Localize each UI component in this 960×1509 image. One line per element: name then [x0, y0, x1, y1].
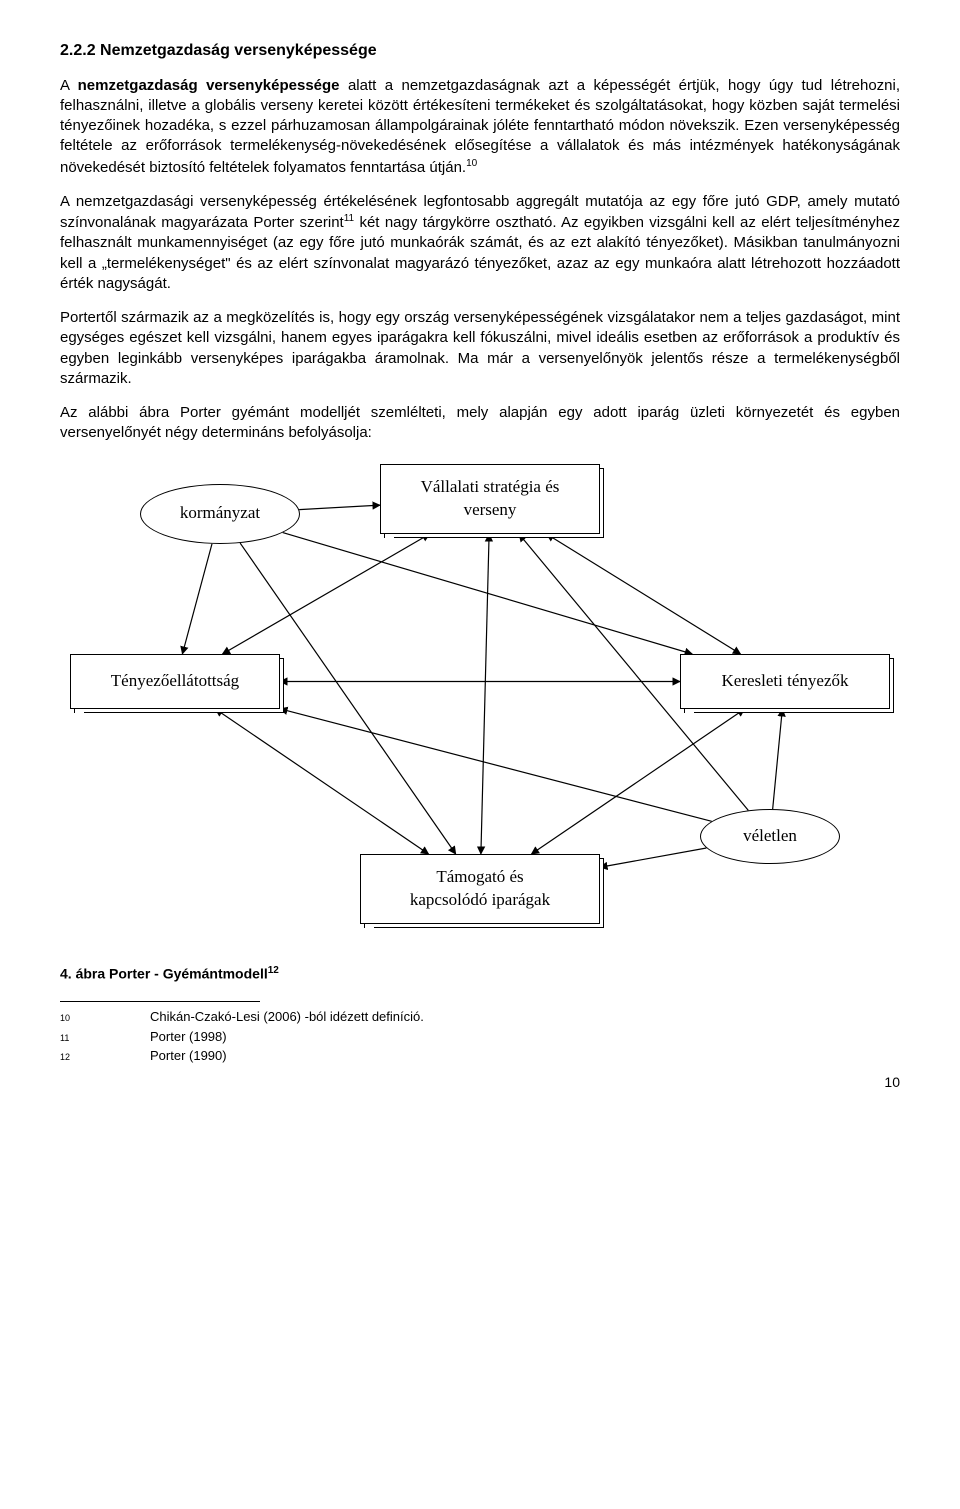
- node-tamogato: Támogató és kapcsolódó iparágak: [360, 854, 600, 924]
- footnote-number: 12: [60, 1051, 150, 1063]
- footnote-text: Porter (1990): [150, 1047, 227, 1065]
- footnote-row: 12Porter (1990): [60, 1047, 900, 1065]
- node-kormanyzat: kormányzat: [140, 484, 300, 544]
- paragraph-2: A nemzetgazdasági versenyképesség értéke…: [60, 192, 900, 294]
- footnote-row: 10Chikán-Czakó-Lesi (2006) -ból idézett …: [60, 1008, 900, 1026]
- footnote-row: 11Porter (1998): [60, 1028, 900, 1046]
- footnote-text: Chikán-Czakó-Lesi (2006) -ból idézett de…: [150, 1008, 424, 1026]
- p1-lead: A: [60, 77, 78, 94]
- footnote-ref-11: 11: [344, 213, 354, 224]
- caption-text: 4. ábra Porter - Gyémántmodell: [60, 965, 268, 981]
- section-heading: 2.2.2 Nemzetgazdaság versenyképessége: [60, 40, 900, 62]
- figure-caption: 4. ábra Porter - Gyémántmodell12: [60, 964, 900, 984]
- p1-bold: nemzetgazdaság versenyképessége: [78, 77, 340, 94]
- footnote-number: 10: [60, 1012, 150, 1024]
- paragraph-1: A nemzetgazdaság versenyképessége alatt …: [60, 76, 900, 178]
- node-keresleti: Keresleti tényezők: [680, 654, 890, 709]
- footnote-ref-12: 12: [268, 965, 279, 976]
- footnote-number: 11: [60, 1032, 150, 1044]
- footnote-ref-10: 10: [466, 158, 477, 169]
- footnote-separator: [60, 1001, 260, 1002]
- paragraph-3: Portertől származik az a megközelítés is…: [60, 308, 900, 389]
- footnotes: 10Chikán-Czakó-Lesi (2006) -ból idézett …: [60, 1008, 900, 1065]
- footnote-text: Porter (1998): [150, 1028, 227, 1046]
- node-veletlen: véletlen: [700, 809, 840, 864]
- node-tenyezo: Tényezőellátottság: [70, 654, 280, 709]
- node-strategia: Vállalati stratégia és verseny: [380, 464, 600, 534]
- porter-diamond-diagram: kormányzat Vállalati stratégia és verseny…: [60, 454, 900, 954]
- paragraph-4: Az alábbi ábra Porter gyémánt modelljét …: [60, 403, 900, 444]
- page-number: 10: [60, 1073, 900, 1092]
